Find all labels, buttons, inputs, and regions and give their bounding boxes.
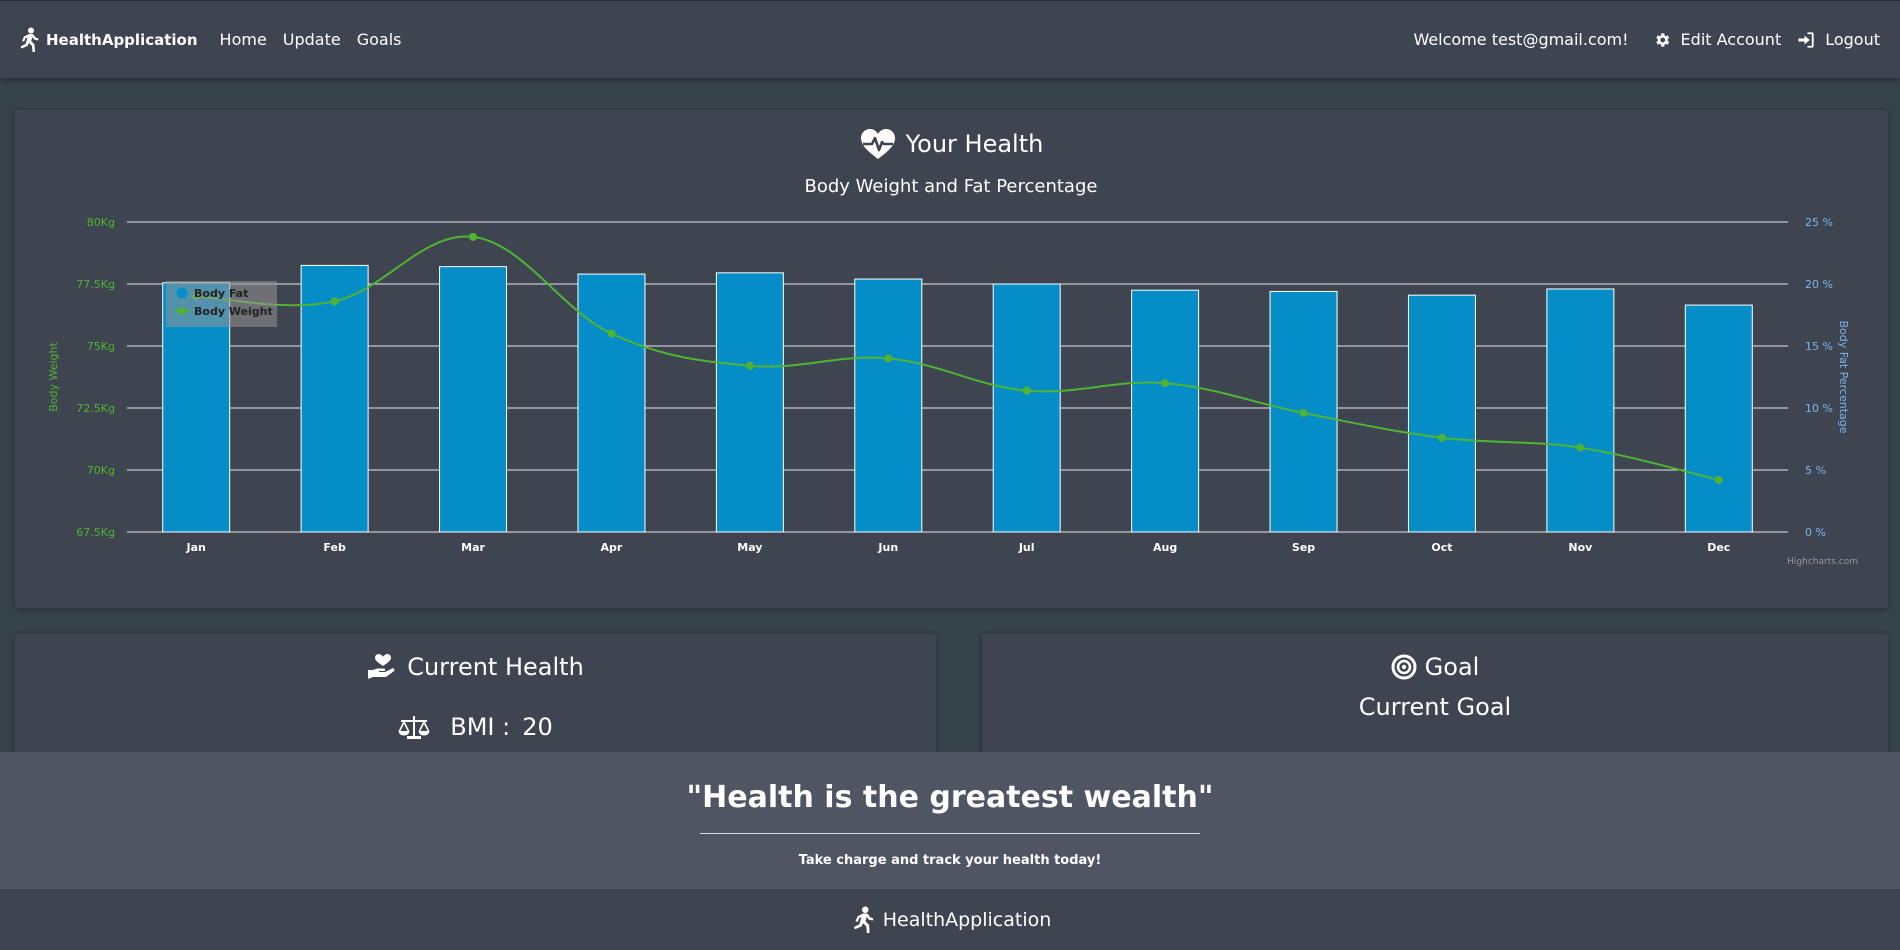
left-axis-tick: 77.5Kg	[76, 278, 115, 291]
x-axis-label: Oct	[1431, 541, 1452, 554]
left-axis-tick: 67.5Kg	[76, 526, 115, 539]
right-axis-tick: 15 %	[1805, 340, 1833, 353]
brand-name: HealthApplication	[46, 30, 198, 49]
right-axis-tick: 25 %	[1805, 216, 1833, 229]
x-axis-label: Sep	[1292, 541, 1315, 554]
bmi-row: BMI : 20	[15, 713, 936, 741]
x-axis-label: May	[737, 541, 762, 554]
bar-feb	[300, 264, 369, 533]
balance-scale-icon	[398, 716, 430, 739]
bar-jun	[854, 278, 923, 533]
goal-title-text: Goal	[1424, 653, 1480, 681]
running-person-icon	[20, 27, 39, 52]
legend-body-weight-symbol	[178, 307, 186, 315]
bullseye-icon	[1391, 654, 1417, 680]
right-axis-tick: 20 %	[1805, 278, 1833, 291]
sign-out-icon	[1798, 31, 1814, 48]
left-axis-tick: 72.5Kg	[76, 402, 115, 415]
x-axis-label: Jul	[1018, 541, 1035, 554]
current-health-title: Current Health	[15, 653, 936, 681]
bar-apr	[577, 273, 646, 533]
edit-account-link[interactable]: Edit Account	[1653, 30, 1782, 49]
body-weight-point-nov	[1576, 443, 1585, 452]
logout-label: Logout	[1825, 30, 1880, 49]
nav-right: Welcome test@gmail.com! Edit Account Log…	[1413, 30, 1880, 49]
legend-body-weight-label: Body Weight	[194, 305, 273, 318]
brand[interactable]: HealthApplication	[16, 27, 198, 53]
legend-body-fat-symbol	[176, 287, 188, 299]
welcome-text: Welcome test@gmail.com!	[1413, 30, 1629, 49]
footer: HealthApplication	[0, 889, 1900, 950]
left-axis-title: Body Weight	[47, 342, 60, 412]
weight-fat-chart: Body Weight and Fat Percentage 80Kg 25 % 77…	[47, 176, 1858, 567]
nav-goals-link[interactable]: Goals	[356, 30, 402, 49]
body-weight-point-jul	[1022, 386, 1031, 395]
footer-brand: HealthApplication	[882, 908, 1052, 931]
running-person-icon	[853, 905, 874, 933]
quote-subtext: Take charge and track your health today!	[798, 853, 1102, 868]
right-axis-tick: 10 %	[1805, 402, 1833, 415]
body-weight-point-dec	[1714, 475, 1723, 484]
body-weight-point-sep	[1299, 408, 1308, 417]
current-health-card: Current Health BMI : 20	[15, 633, 936, 773]
nav-update-link[interactable]: Update	[282, 30, 341, 49]
current-goal-label: Current Goal	[1358, 693, 1512, 721]
chart-title: Body Weight and Fat Percentage	[805, 176, 1098, 197]
bar-oct	[1407, 294, 1476, 533]
body-weight-point-jun	[884, 354, 893, 363]
x-axis-label: Jan	[186, 541, 206, 554]
right-axis-tick: 0 %	[1805, 526, 1826, 539]
bar-jul	[992, 283, 1061, 533]
quote-band: "Health is the greatest wealth" Take cha…	[0, 752, 1900, 889]
x-axis-label: Feb	[323, 541, 346, 554]
logout-link[interactable]: Logout	[1797, 30, 1880, 49]
health-card-title: Your Health	[15, 128, 1888, 160]
left-axis-tick: 80Kg	[87, 216, 115, 229]
body-weight-point-oct	[1437, 433, 1446, 442]
health-card-title-text: Your Health	[905, 130, 1044, 158]
bar-aug	[1131, 289, 1200, 533]
left-axis-tick: 75Kg	[87, 340, 115, 353]
bar-mar	[439, 266, 508, 533]
x-axis-label: Nov	[1568, 541, 1593, 554]
bar-may	[715, 272, 784, 533]
x-axis-label: Jun	[877, 541, 898, 554]
x-axis-label: Dec	[1707, 541, 1730, 554]
heartbeat-icon	[860, 129, 895, 159]
quote-divider	[700, 833, 1200, 834]
x-axis-label: Aug	[1153, 541, 1177, 554]
health-chart-card: Your Health Body Weight and Fat Percenta…	[15, 110, 1888, 608]
quote-text: "Health is the greatest wealth"	[686, 780, 1214, 815]
nav-home-link[interactable]: Home	[219, 30, 267, 49]
goal-card: Goal Current Goal	[982, 633, 1888, 773]
x-axis-label: Mar	[461, 541, 485, 554]
bmi-value: 20	[522, 713, 553, 741]
x-axis-label: Apr	[601, 541, 623, 554]
body-weight-point-may	[745, 361, 754, 370]
edit-account-label: Edit Account	[1680, 30, 1782, 49]
navbar: HealthApplication Home Update Goals Welc…	[0, 0, 1900, 78]
bar-nov	[1546, 288, 1615, 533]
right-axis-tick: 5 %	[1805, 464, 1826, 477]
body-weight-point-apr	[607, 329, 616, 338]
goal-title: Goal	[982, 653, 1888, 681]
current-health-title-text: Current Health	[407, 653, 584, 681]
chart-credits: Highcharts.com	[1787, 557, 1858, 567]
left-axis-tick: 70Kg	[87, 464, 115, 477]
gear-icon	[1655, 32, 1669, 47]
body-weight-point-aug	[1161, 379, 1170, 388]
body-weight-point-feb	[330, 297, 339, 306]
bar-dec	[1684, 304, 1753, 533]
nav-links: Home Update Goals	[220, 30, 418, 49]
body-weight-line	[196, 235, 1720, 481]
bmi-label: BMI :	[450, 713, 511, 741]
hand-holding-heart-icon	[368, 654, 395, 679]
body-weight-point-mar	[469, 232, 478, 241]
legend-body-fat-label: Body Fat	[194, 287, 248, 300]
right-axis-title: Body Fat Percentage	[1837, 320, 1850, 433]
